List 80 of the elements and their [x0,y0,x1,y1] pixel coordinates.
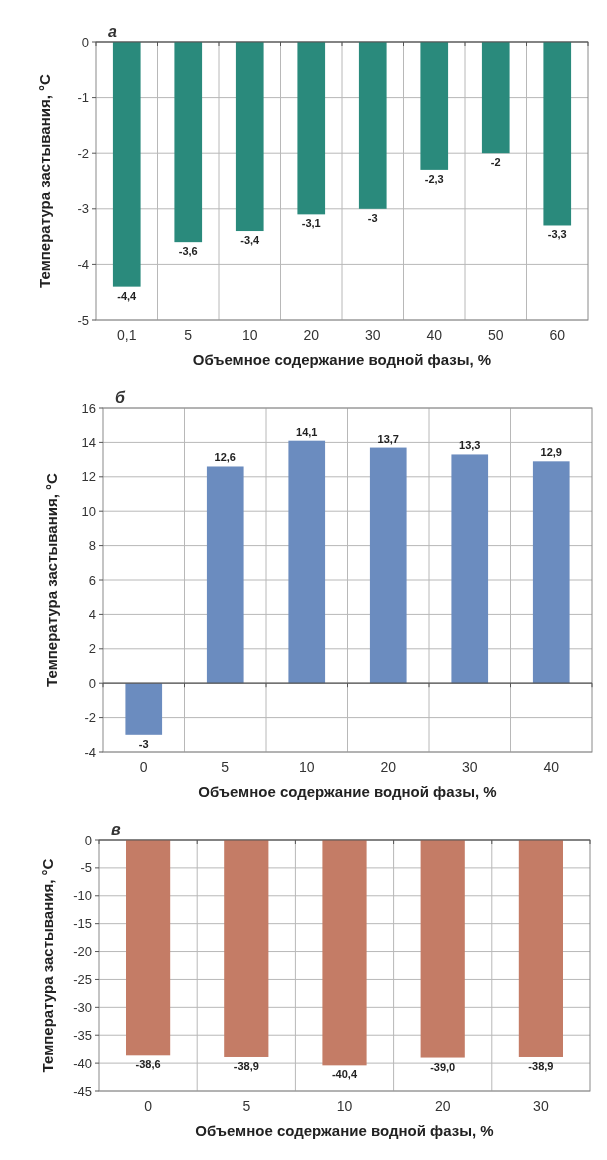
y-tick-label: -30 [73,999,92,1015]
y-tick-label: -10 [73,888,92,904]
y-tick-label: -20 [73,944,92,960]
x-tick-label: 0,1 [117,327,137,343]
y-tick-label: 12 [81,469,96,485]
y-tick-label: -45 [73,1083,92,1099]
y-tick-label: 14 [81,434,96,450]
data-label: -38,9 [233,1059,259,1072]
y-tick-label: 0 [84,832,92,848]
y-tick-label: -4 [77,256,89,272]
data-label: -3 [138,737,149,750]
data-label: 13,3 [459,439,481,452]
x-axis-title: Объемное содержание водной фазы, % [192,351,492,368]
y-tick-label: 6 [88,572,96,588]
x-tick-label: 20 [434,1098,451,1114]
x-tick-label: 0 [144,1098,153,1114]
x-tick-label: 50 [487,327,504,343]
x-tick-label: 30 [533,1098,549,1114]
y-tick-label: -25 [73,971,92,987]
y-tick-label: 10 [81,503,96,519]
bar [369,447,407,684]
y-tick-label: -15 [73,916,92,932]
chart-title: а [108,23,117,40]
x-tick-label: 10 [298,759,315,775]
data-label: -38,9 [528,1059,554,1072]
y-tick-label: -2 [84,710,96,726]
x-tick-label: 5 [184,327,193,343]
x-tick-label: 10 [336,1098,353,1114]
y-tick-label: -4 [84,744,96,760]
x-tick-label: 30 [364,327,381,343]
data-label: -3,6 [178,245,198,258]
data-label: 13,7 [377,432,399,445]
x-tick-label: 0 [139,759,148,775]
y-tick-label: -2 [77,145,89,161]
data-label: -40,4 [331,1068,358,1081]
bar [125,683,163,735]
data-label: -2 [490,156,501,169]
y-tick-label: 2 [88,641,96,657]
y-tick-label: 16 [81,400,96,416]
y-tick-label: 4 [88,606,96,622]
data-label: -2,3 [424,172,444,185]
data-label: -4,4 [117,289,138,302]
data-label: -3,4 [240,234,261,247]
bar [532,461,570,684]
y-tick-label: -5 [80,860,92,876]
bar [206,466,244,684]
data-label: -38,6 [135,1058,161,1071]
x-tick-label: 20 [303,327,320,343]
y-tick-label: -35 [73,1027,92,1043]
data-label: -3 [367,211,378,224]
data-label: 14,1 [296,425,318,438]
y-tick-label: 0 [81,34,89,50]
data-label: 12,9 [540,446,562,459]
x-tick-label: 5 [221,759,230,775]
y-tick-label: 8 [88,538,96,554]
x-tick-label: 40 [426,327,443,343]
x-axis-title: Объемное содержание водной фазы, % [198,783,497,800]
y-tick-label: -1 [77,90,89,106]
chart-title: в [111,821,121,838]
y-axis-title: Температура застывания, °С [39,858,56,1073]
data-label: 12,6 [214,451,236,464]
chart-title: б [115,389,126,406]
x-axis-title: Объемное содержание водной фазы, % [195,1122,494,1139]
y-axis-title: Температура застывания, °С [43,472,60,687]
bar [288,440,326,684]
data-label: -39,0 [430,1060,456,1073]
x-tick-label: 5 [242,1098,251,1114]
x-tick-label: 10 [241,327,258,343]
y-axis-title: Температура застывания, °С [36,73,53,288]
bar [451,454,489,684]
data-label: -3,3 [547,228,567,241]
x-tick-label: 30 [461,759,478,775]
data-label: -3,1 [301,217,321,230]
y-tick-label: -3 [77,201,89,217]
y-tick-label: -5 [77,312,89,328]
y-tick-label: -40 [73,1055,92,1071]
x-tick-label: 20 [380,759,397,775]
y-tick-label: 0 [88,675,96,691]
x-tick-label: 40 [543,759,560,775]
x-tick-label: 60 [549,327,566,343]
